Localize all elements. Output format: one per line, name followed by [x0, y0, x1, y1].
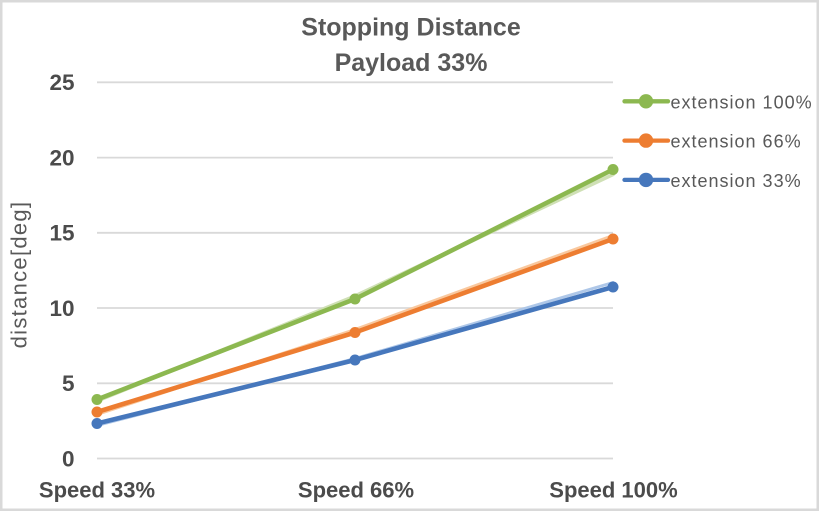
- svg-text:distance[deg]: distance[deg]: [7, 201, 32, 349]
- svg-text:Speed 33%: Speed 33%: [39, 478, 155, 503]
- svg-text:0: 0: [62, 446, 75, 471]
- svg-text:extension 66%: extension 66%: [671, 132, 802, 152]
- svg-text:Payload 33%: Payload 33%: [335, 49, 488, 77]
- svg-text:Speed 100%: Speed 100%: [549, 478, 677, 503]
- svg-text:5: 5: [62, 371, 75, 396]
- svg-text:Stopping Distance: Stopping Distance: [301, 14, 521, 42]
- svg-text:15: 15: [49, 221, 74, 246]
- svg-text:25: 25: [49, 70, 74, 95]
- svg-text:20: 20: [49, 146, 74, 171]
- svg-text:Speed 66%: Speed 66%: [298, 478, 414, 503]
- svg-text:10: 10: [49, 296, 74, 321]
- svg-text:extension 100%: extension 100%: [671, 92, 813, 112]
- svg-text:extension 33%: extension 33%: [671, 171, 802, 191]
